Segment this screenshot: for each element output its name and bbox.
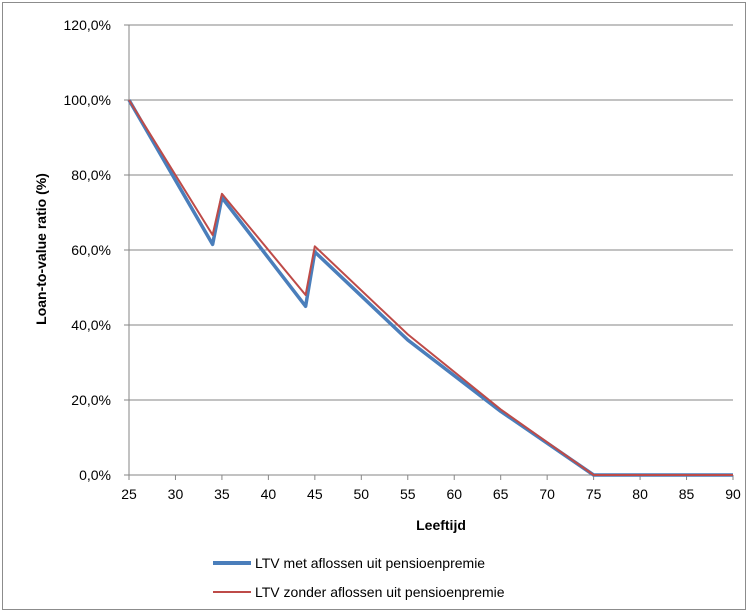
x-tick-label: 60 bbox=[446, 486, 462, 502]
legend: LTV met aflossen uit pensioenpremie LTV … bbox=[213, 555, 505, 600]
y-tick-label: 20,0% bbox=[71, 392, 111, 408]
x-tick-label: 35 bbox=[214, 486, 230, 502]
x-tick-label: 30 bbox=[168, 486, 184, 502]
series-lines bbox=[127, 99, 733, 477]
x-tick-label: 80 bbox=[632, 486, 648, 502]
x-tick-label: 40 bbox=[261, 486, 277, 502]
x-tick-label: 55 bbox=[400, 486, 416, 502]
y-tick-label: 100,0% bbox=[64, 92, 111, 108]
series-line-2 bbox=[128, 99, 733, 476]
y-tick-labels: 0,0% 20,0% 40,0% 60,0% 80,0% 100,0% 120,0% bbox=[64, 17, 129, 483]
x-tick-label: 45 bbox=[307, 486, 323, 502]
gridlines bbox=[129, 24, 733, 401]
x-tick-label: 90 bbox=[725, 486, 741, 502]
legend-label-zonder: LTV zonder aflossen uit pensioenpremie bbox=[255, 584, 505, 600]
x-tick-label: 25 bbox=[121, 486, 137, 502]
x-axis-title: Leeftijd bbox=[416, 517, 466, 533]
y-tick-label: 0,0% bbox=[79, 467, 111, 483]
x-tick-label: 70 bbox=[539, 486, 555, 502]
x-tick-label: 65 bbox=[493, 486, 509, 502]
y-axis-title: Loan-to-value ratio (%) bbox=[33, 173, 49, 325]
y-tick-label: 60,0% bbox=[71, 242, 111, 258]
x-tick-label: 75 bbox=[586, 486, 602, 502]
y-tick-label: 40,0% bbox=[71, 317, 111, 333]
y-tick-label: 80,0% bbox=[71, 167, 111, 183]
legend-label-met: LTV met aflossen uit pensioenpremie bbox=[255, 555, 485, 571]
x-tick-labels: 25 30 35 40 45 50 55 60 65 70 75 80 85 90 bbox=[121, 475, 741, 502]
series-line-1 bbox=[127, 99, 733, 477]
y-tick-label: 120,0% bbox=[64, 17, 111, 33]
x-tick-label: 85 bbox=[679, 486, 695, 502]
x-tick-label: 50 bbox=[354, 486, 370, 502]
